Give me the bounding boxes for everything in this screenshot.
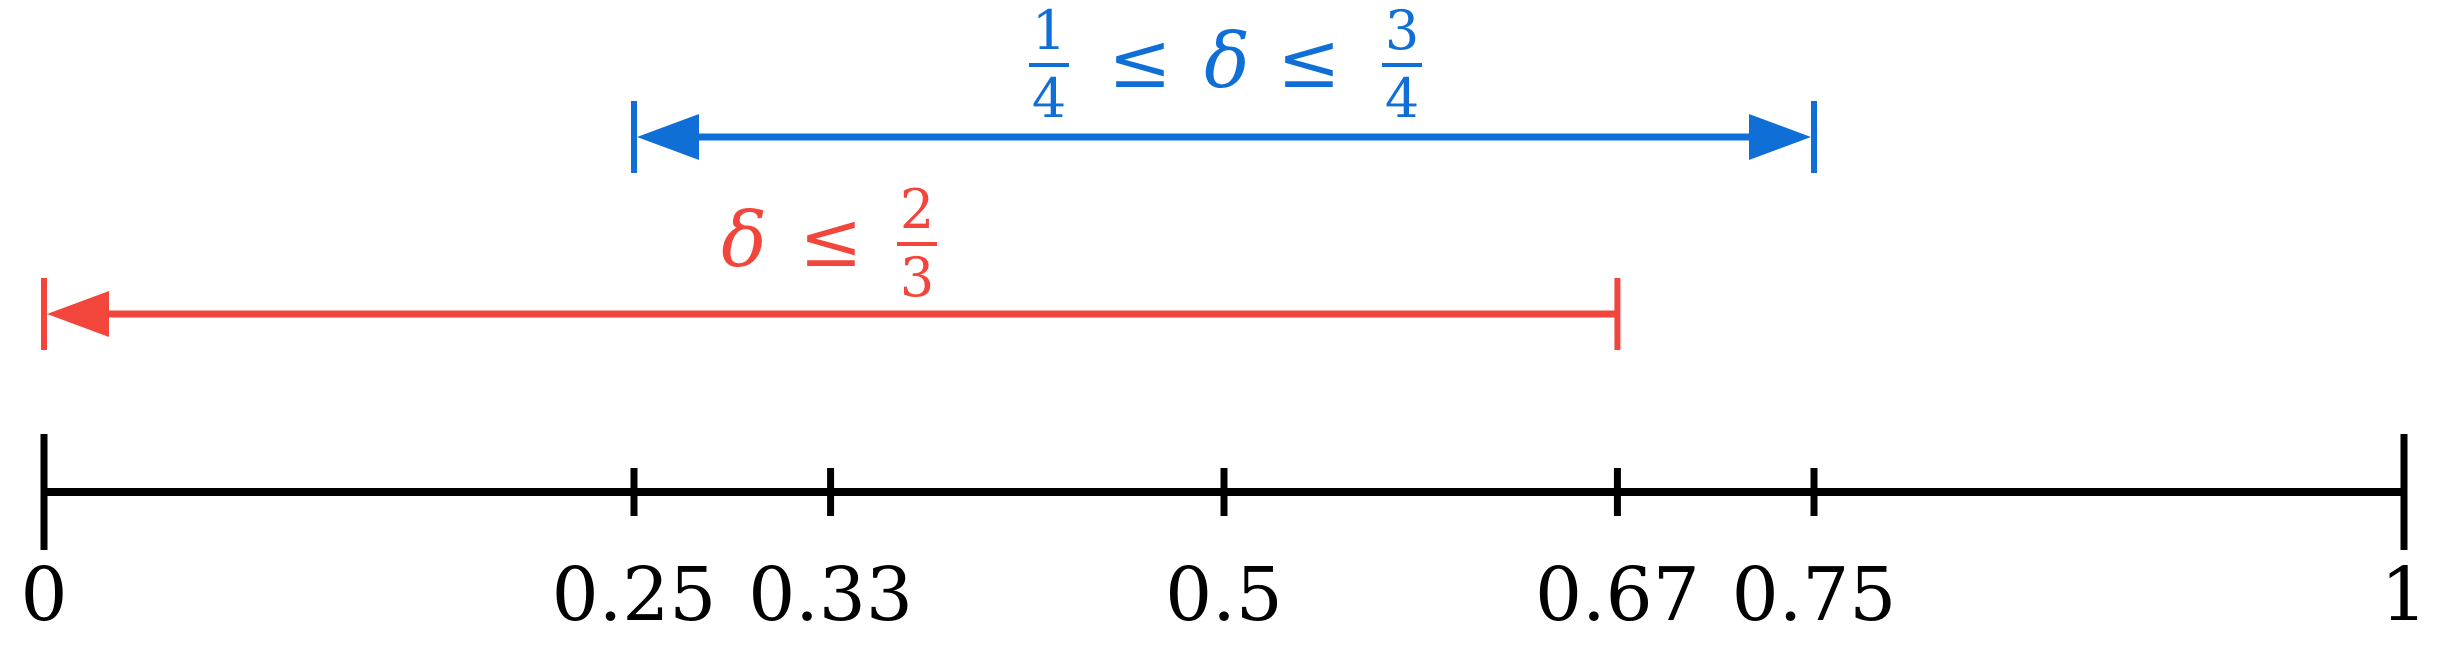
interval-label: 14 ≤ δ ≤34 xyxy=(1029,0,1422,130)
tick-label: 0.75 xyxy=(1732,552,1897,638)
fraction-numerator: 3 xyxy=(1385,0,1419,62)
arrowhead-right xyxy=(1749,114,1811,160)
interval-up-to-two-thirds: δ ≤23 xyxy=(41,178,1621,350)
tick-label: 0 xyxy=(20,552,67,638)
delta-symbol: δ xyxy=(1204,16,1250,105)
interval-quarter-to-three-quarters: 14 ≤ δ ≤34 xyxy=(631,0,1817,173)
tick-label: 0.33 xyxy=(748,552,913,638)
fraction-numerator: 1 xyxy=(1032,0,1066,62)
tick-label: 0.67 xyxy=(1535,552,1700,638)
less-equal-symbol: ≤ xyxy=(1277,16,1341,105)
fraction-denominator: 4 xyxy=(1032,67,1066,130)
fraction-numerator: 2 xyxy=(900,178,934,241)
intervals: 14 ≤ δ ≤34δ ≤23 xyxy=(41,0,1817,350)
fraction-denominator: 4 xyxy=(1385,67,1419,130)
tick-label: 0.5 xyxy=(1165,552,1283,638)
less-equal-symbol: ≤ xyxy=(799,195,863,284)
tick-label: 0.25 xyxy=(552,552,717,638)
fraction-denominator: 3 xyxy=(900,246,934,309)
delta-symbol: δ xyxy=(721,195,767,284)
arrowhead-left xyxy=(47,291,109,337)
interval-label: δ ≤23 xyxy=(721,178,937,309)
number-line-ticks: 0 0.25 0.33 0.5 0.67 0.75 1 xyxy=(20,434,2428,638)
less-equal-symbol: ≤ xyxy=(1108,16,1172,105)
tick-label: 1 xyxy=(2380,552,2427,638)
arrowhead-left xyxy=(637,114,699,160)
